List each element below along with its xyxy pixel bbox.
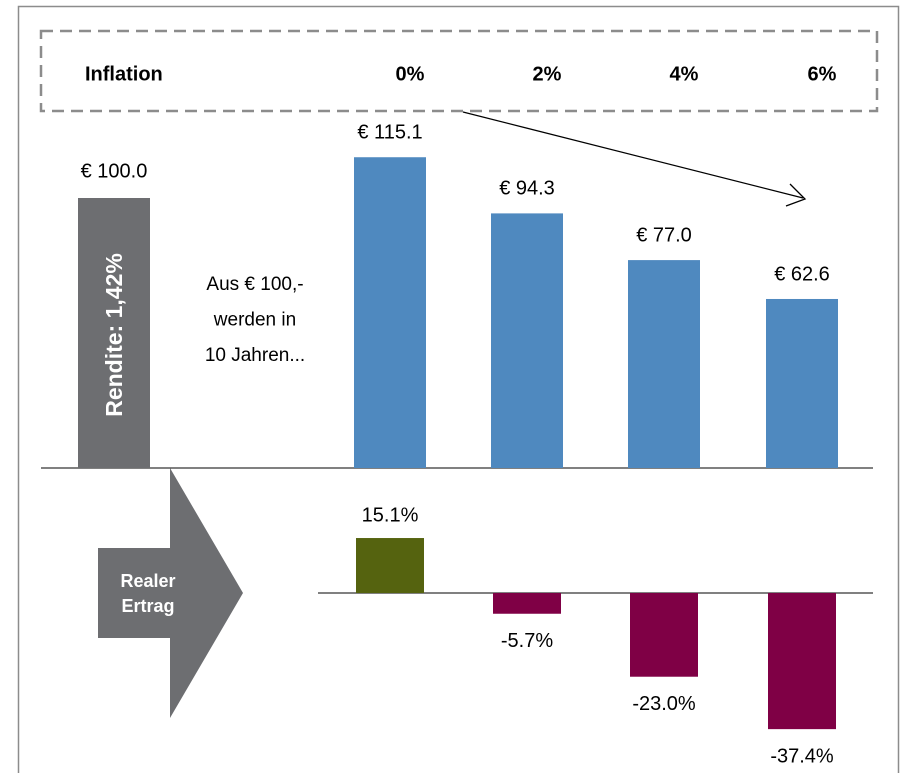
bar [630, 593, 698, 677]
note: werden in [213, 310, 296, 331]
value-label: € 115.1 [357, 122, 422, 144]
category-label: 6% [808, 63, 837, 85]
category-label: 0% [396, 63, 425, 85]
start-bar-label: Rendite: 1,42% [101, 253, 127, 417]
header-box [39, 29, 879, 113]
start-value-label: € 100.0 [81, 160, 148, 182]
bar [628, 260, 700, 468]
arrow-label: Ertrag [121, 596, 174, 616]
bar [768, 593, 836, 730]
value-label: -37.4% [770, 745, 834, 767]
arrow-label: Realer [120, 571, 175, 591]
bar [491, 213, 563, 468]
category-label: 4% [670, 63, 699, 85]
bar [493, 593, 561, 614]
bar [766, 298, 838, 468]
bar [356, 538, 424, 593]
label-arrow [98, 468, 243, 718]
note: Aus € 100,- [206, 274, 303, 295]
value-label: -23.0% [632, 693, 696, 715]
bar [354, 157, 426, 469]
value-label: € 94.3 [499, 178, 555, 200]
note: 10 Jahren... [205, 345, 305, 366]
value-label: € 62.6 [774, 263, 830, 285]
header-label: Inflation [85, 63, 163, 85]
category-label: 2% [533, 63, 562, 85]
value-label: 15.1% [362, 504, 419, 526]
value-label: -5.7% [501, 630, 553, 652]
value-label: € 77.0 [636, 224, 692, 246]
arrow-head [785, 183, 807, 207]
trend-arrow [462, 111, 804, 199]
frame [17, 5, 900, 773]
start-bar [78, 198, 150, 468]
